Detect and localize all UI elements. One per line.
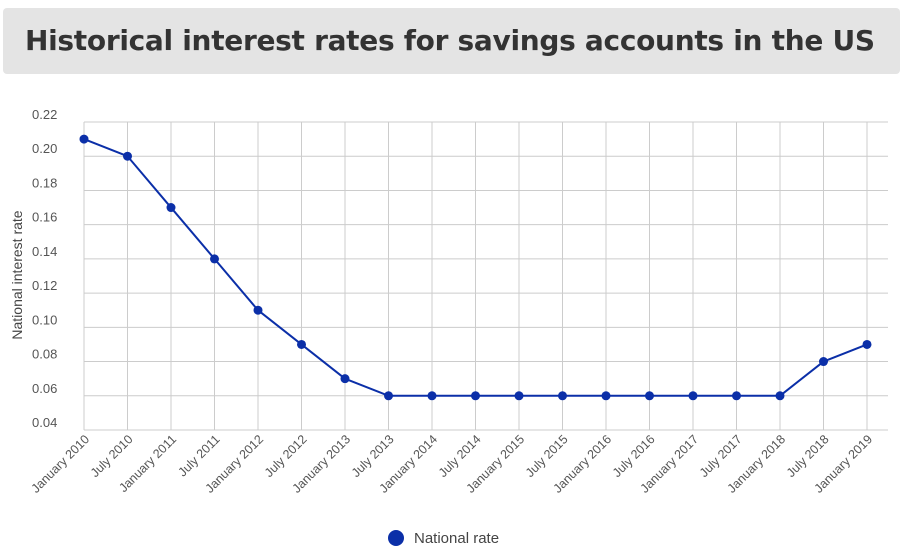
data-point[interactable] — [558, 391, 567, 401]
grid — [83, 121, 888, 431]
y-axis-label: National interest rate — [9, 210, 25, 339]
legend-swatch-icon — [388, 530, 404, 546]
y-tick-label: 0.12 — [32, 278, 57, 293]
data-point[interactable] — [514, 391, 524, 401]
data-point[interactable] — [775, 391, 785, 401]
y-tick-label: 0.18 — [32, 175, 57, 190]
data-point[interactable] — [427, 391, 437, 401]
series-group — [79, 134, 872, 401]
data-point[interactable] — [384, 391, 393, 401]
data-point[interactable] — [210, 254, 219, 264]
x-tick-label: January 2010 — [29, 432, 92, 495]
y-axis-ticks: 0.04 0.06 0.08 0.10 0.12 0.14 0.16 0.18 0.20 0.22 — [32, 107, 57, 430]
legend-label: National rate — [414, 529, 500, 547]
data-point[interactable] — [79, 134, 89, 144]
data-point[interactable] — [340, 374, 350, 384]
y-tick-label: 0.22 — [32, 107, 57, 122]
data-point[interactable] — [645, 391, 654, 401]
y-tick-label: 0.08 — [32, 347, 57, 362]
data-point[interactable] — [297, 339, 306, 349]
y-tick-label: 0.10 — [32, 312, 57, 327]
chart-title: Historical interest rates for savings ac… — [25, 24, 875, 57]
legend[interactable]: National rate — [388, 528, 499, 548]
data-point[interactable] — [819, 357, 828, 367]
y-tick-label: 0.16 — [32, 210, 57, 225]
data-point[interactable] — [601, 391, 611, 401]
data-point[interactable] — [732, 391, 741, 401]
data-point[interactable] — [688, 391, 698, 401]
title-bar: Historical interest rates for savings ac… — [3, 8, 900, 74]
data-point[interactable] — [166, 203, 176, 213]
y-tick-label: 0.20 — [32, 141, 57, 156]
data-point[interactable] — [123, 151, 132, 161]
data-point[interactable] — [253, 305, 263, 315]
y-tick-label: 0.14 — [32, 244, 57, 259]
y-tick-label: 0.04 — [32, 415, 57, 430]
y-tick-label: 0.06 — [32, 381, 57, 396]
data-point[interactable] — [862, 339, 872, 349]
data-point[interactable] — [471, 391, 480, 401]
